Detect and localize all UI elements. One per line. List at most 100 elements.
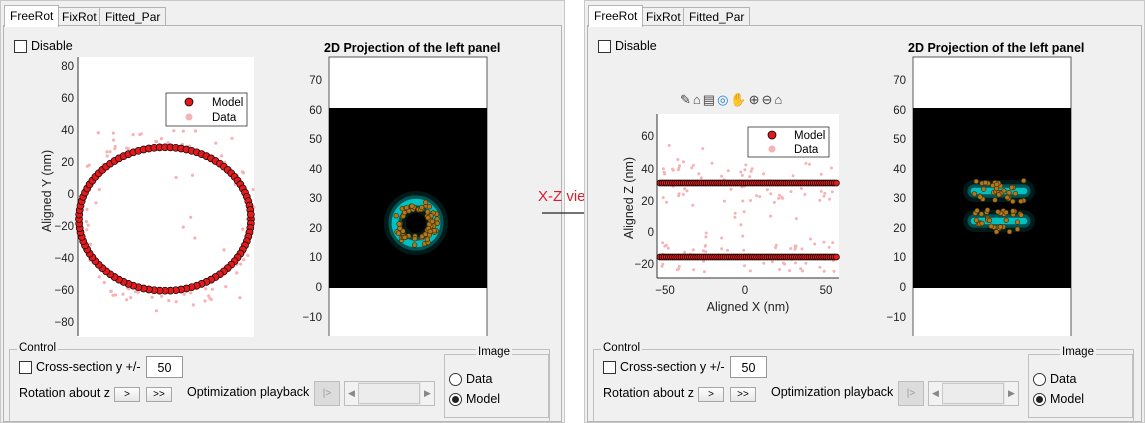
projection-point (971, 191, 978, 197)
projection-image (913, 108, 1071, 288)
data-point (127, 287, 131, 291)
radio-model[interactable]: Model (1033, 392, 1084, 406)
disable-checkbox[interactable]: Disable (598, 39, 657, 53)
image-label: Image (476, 346, 512, 358)
cross-section-checkbox[interactable]: Cross-section y +/- (603, 360, 725, 374)
tab-fitted-par[interactable]: Fitted_Par (99, 7, 167, 26)
brush-icon[interactable]: ✎ (680, 92, 691, 107)
radio-circle[interactable] (449, 372, 462, 386)
paint-brush-icon[interactable]: ⌂ (692, 92, 701, 107)
data-point (831, 241, 835, 245)
rotation-label: Rotation about z (603, 386, 695, 400)
data-point (85, 228, 89, 232)
projection-point (1012, 190, 1018, 197)
data-point (720, 247, 724, 251)
projection-point (973, 217, 980, 223)
slider-thumb[interactable] (942, 383, 1004, 404)
model-series (75, 143, 255, 295)
chevron-left-icon[interactable]: ◀ (345, 382, 358, 405)
projection-point (434, 216, 440, 222)
zoom-out-icon[interactable]: ⊖ (761, 92, 773, 107)
data-point (204, 287, 208, 291)
data-point (720, 236, 724, 240)
ytick-label: 0 (316, 282, 322, 294)
cross-section-input[interactable]: 50 (146, 356, 183, 378)
data-point (677, 265, 681, 268)
data-point (758, 195, 762, 199)
checkbox-box[interactable] (19, 360, 32, 374)
radio-model[interactable]: Model (449, 392, 500, 406)
tab-fixrot[interactable]: FixRot (56, 7, 103, 26)
data-point (799, 267, 803, 271)
cross-section-checkbox[interactable]: Cross-section y +/- (19, 360, 141, 374)
data-point (818, 198, 822, 202)
data-point (182, 292, 186, 296)
data-point (661, 241, 665, 245)
home-icon[interactable]: ⌂ (774, 92, 783, 107)
pan-icon[interactable]: ✋ (730, 92, 747, 107)
radio-data[interactable]: Data (449, 372, 492, 386)
checkbox-box[interactable] (603, 360, 616, 374)
data-point (113, 293, 118, 297)
zoom-in-icon[interactable]: ⊕ (748, 92, 760, 107)
slider-thumb[interactable] (358, 383, 420, 404)
tab-freerot[interactable]: FreeRot (588, 5, 644, 27)
playback-slider[interactable]: ◀ ▶ (344, 381, 435, 406)
data-point (96, 131, 100, 135)
data-point (739, 170, 743, 174)
ytick-label: 50 (893, 134, 906, 146)
legend (165, 92, 248, 127)
projection-point (402, 234, 408, 241)
rotate-fast-button[interactable]: >> (730, 387, 756, 402)
data-point (704, 235, 708, 239)
projection-point (1014, 226, 1021, 232)
data-point (105, 150, 109, 154)
axes-icon[interactable]: ▤ (702, 92, 716, 107)
rotate-fast-button[interactable]: >> (146, 387, 172, 402)
data-point (665, 200, 669, 204)
projection-point (1021, 178, 1027, 184)
projection-point (992, 197, 998, 203)
tab-freerot[interactable]: FreeRot (4, 5, 60, 27)
tab-fixrot[interactable]: FixRot (640, 7, 687, 26)
chevron-left-icon[interactable]: ◀ (929, 382, 942, 405)
data-point (778, 268, 782, 271)
ytick-label: 60 (309, 105, 322, 117)
tab-fitted-par[interactable]: Fitted_Par (683, 7, 751, 26)
legend-model-marker (184, 97, 194, 107)
projection-point (1009, 184, 1015, 191)
data-point (111, 131, 115, 135)
data-point (799, 187, 803, 190)
playback-slider[interactable]: ◀ ▶ (928, 381, 1019, 406)
radio-circle[interactable] (1033, 372, 1046, 386)
data-point (744, 163, 748, 167)
projection-point (393, 213, 399, 219)
data-point (207, 294, 211, 298)
chevron-right-icon[interactable]: ▶ (1005, 382, 1018, 405)
playback-button[interactable]: |> (898, 381, 924, 406)
data-point (105, 154, 109, 158)
cross-section-input[interactable]: 50 (730, 356, 767, 378)
checkbox-box[interactable] (14, 39, 27, 53)
radio-circle[interactable] (449, 392, 462, 406)
data-point (136, 290, 140, 294)
data-point (661, 262, 665, 266)
data-point (772, 200, 776, 204)
disable-checkbox[interactable]: Disable (14, 39, 73, 53)
checkbox-box[interactable] (598, 39, 611, 53)
rotate-step-button[interactable]: > (698, 387, 724, 402)
ytick-label: 40 (309, 164, 322, 176)
rotate-icon[interactable]: ◎ (717, 92, 729, 107)
data-point (685, 189, 689, 193)
playback-button[interactable]: |> (314, 381, 340, 406)
legend-data-marker (768, 145, 776, 153)
ytick-label: −20 (54, 221, 74, 233)
control-label: Control (17, 342, 59, 354)
rotate-step-button[interactable]: > (114, 387, 140, 402)
chevron-right-icon[interactable]: ▶ (421, 382, 434, 405)
projection-point (978, 211, 985, 217)
radio-circle[interactable] (1033, 392, 1046, 406)
data-point (769, 192, 773, 196)
data-point (210, 287, 214, 291)
radio-data[interactable]: Data (1033, 372, 1076, 386)
